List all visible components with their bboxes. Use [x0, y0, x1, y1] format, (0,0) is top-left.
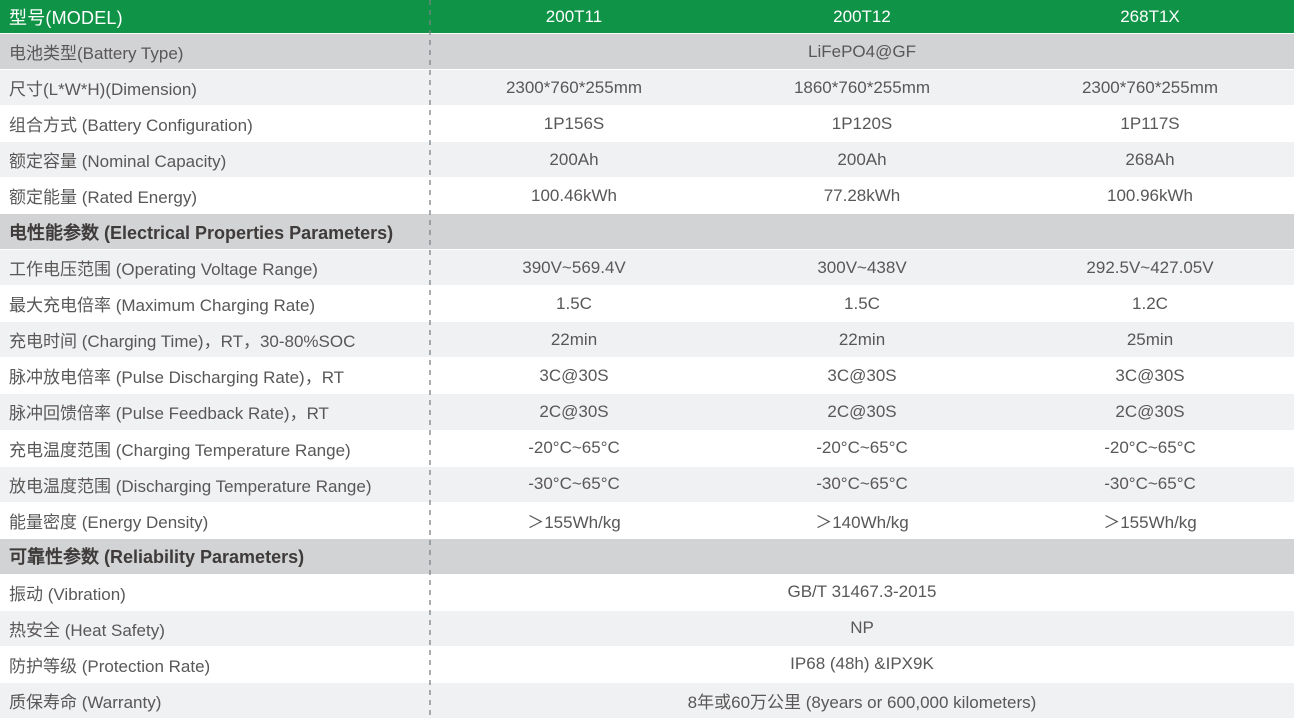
- row-value: 1.5C: [556, 293, 592, 313]
- row-value: 77.28kWh: [823, 185, 901, 205]
- section-header-row: 可靠性参数 (Reliability Parameters): [0, 537, 1294, 574]
- table-row: 额定能量 (Rated Energy) 100.46kWh 77.28kWh 100.…: [0, 177, 1294, 214]
- row-value: 292.5V~427.05V: [1086, 257, 1214, 277]
- row-value-span: NP: [850, 618, 874, 638]
- row-label: 防护等级 (Protection Rate): [9, 656, 211, 676]
- table-row: 充电时间 (Charging Time)，RT，30-80%SOC 22min 22…: [0, 321, 1294, 358]
- row-value: 300V~438V: [817, 257, 907, 277]
- row-label: 充电时间 (Charging Time)，RT，30-80%SOC: [9, 332, 356, 352]
- section-title: 可靠性参数 (Reliability Parameters): [9, 547, 305, 568]
- row-value: -30°C~65°C: [816, 474, 908, 494]
- row-value: -20°C~65°C: [528, 438, 620, 458]
- row-value: 1P120S: [831, 113, 893, 133]
- row-label: 质保寿命 (Warranty): [9, 692, 162, 712]
- row-value: 22min: [838, 329, 886, 349]
- table-row: 能量密度 (Energy Density) ＞155Wh/kg ＞140Wh/kg ＞…: [0, 501, 1294, 538]
- row-label: 组合方式 (Battery Configuration): [9, 116, 253, 136]
- row-value: 1860*760*255mm: [793, 77, 931, 97]
- spec-table-body: 电池类型(Battery Type) LiFePO4@GF 尺寸(L*W*H)(Di…: [0, 33, 1294, 718]
- row-value: 1.5C: [844, 293, 880, 313]
- row-value: 2C@30S: [539, 401, 609, 421]
- row-value: 390V~569.4V: [522, 257, 626, 277]
- row-value: 200Ah: [837, 149, 887, 169]
- table-row: 热安全 (Heat Safety) NP: [0, 609, 1294, 646]
- row-value: 268Ah: [1125, 149, 1175, 169]
- model-column-header-1: 200T11: [545, 6, 603, 26]
- row-value: 2300*760*255mm: [505, 77, 643, 97]
- table-row: 最大充电倍率 (Maximum Charging Rate) 1.5C 1.5C 1.…: [0, 285, 1294, 322]
- row-value: ＞155Wh/kg: [527, 512, 621, 532]
- model-column-header-2: 200T12: [833, 6, 891, 26]
- row-label: 工作电压范围 (Operating Voltage Range): [9, 260, 318, 280]
- table-row: 防护等级 (Protection Rate) IP68 (48h) &IPX9K: [0, 645, 1294, 682]
- row-value: 2300*760*255mm: [1081, 77, 1219, 97]
- model-header-label: 型号(MODEL): [9, 7, 123, 28]
- row-value: ＞140Wh/kg: [815, 512, 909, 532]
- row-label: 能量密度 (Energy Density): [9, 512, 209, 532]
- row-value: 3C@30S: [1115, 365, 1185, 385]
- section-title: 电性能参数 (Electrical Properties Parameters): [9, 222, 394, 243]
- row-label: 尺寸(L*W*H)(Dimension): [9, 80, 197, 100]
- table-row: 放电温度范围 (Discharging Temperature Range) -3…: [0, 465, 1294, 502]
- row-value: 200Ah: [549, 149, 599, 169]
- table-row: 质保寿命 (Warranty) 8年或60万公里 (8years or 600,0…: [0, 681, 1294, 718]
- table-row: 尺寸(L*W*H)(Dimension) 2300*760*255mm 1860*7…: [0, 69, 1294, 106]
- row-value-span: IP68 (48h) &IPX9K: [790, 654, 934, 674]
- row-label: 脉冲放电倍率 (Pulse Discharging Rate)，RT: [9, 368, 345, 388]
- row-value: -20°C~65°C: [816, 438, 908, 458]
- row-value-span: 8年或60万公里 (8years or 600,000 kilometers): [687, 692, 1037, 712]
- table-row: 充电温度范围 (Charging Temperature Range) -20°C…: [0, 429, 1294, 466]
- table-row: 脉冲回馈倍率 (Pulse Feedback Rate)，RT 2C@30S 2C@…: [0, 393, 1294, 430]
- row-value: 100.96kWh: [1107, 185, 1193, 205]
- row-label: 放电温度范围 (Discharging Temperature Range): [9, 476, 372, 496]
- row-label: 振动 (Vibration): [9, 584, 126, 604]
- row-value: 25min: [1126, 329, 1174, 349]
- row-value: -20°C~65°C: [1104, 438, 1196, 458]
- table-row: 脉冲放电倍率 (Pulse Discharging Rate)，RT 3C@30S…: [0, 357, 1294, 394]
- model-column-header-3: 268T1X: [1120, 6, 1180, 26]
- row-value: -30°C~65°C: [1104, 474, 1196, 494]
- row-value: 1P156S: [543, 113, 605, 133]
- table-row: 组合方式 (Battery Configuration) 1P156S 1P120S…: [0, 105, 1294, 142]
- row-value: 2C@30S: [1115, 401, 1185, 421]
- row-label: 脉冲回馈倍率 (Pulse Feedback Rate)，RT: [9, 404, 329, 424]
- row-value-span: LiFePO4@GF: [808, 41, 916, 61]
- table-row: 额定容量 (Nominal Capacity) 200Ah 200Ah 268Ah: [0, 141, 1294, 178]
- row-value-span: GB/T 31467.3-2015: [787, 582, 937, 602]
- row-value: 22min: [550, 329, 598, 349]
- table-row: 工作电压范围 (Operating Voltage Range) 390V~569…: [0, 249, 1294, 286]
- row-label: 充电温度范围 (Charging Temperature Range): [9, 440, 351, 460]
- table-row: 振动 (Vibration) GB/T 31467.3-2015: [0, 573, 1294, 610]
- row-value: -30°C~65°C: [528, 474, 620, 494]
- row-value: 3C@30S: [827, 365, 897, 385]
- row-label: 电池类型(Battery Type): [9, 44, 184, 64]
- table-header-row: 型号(MODEL) 200T11 200T12 268T1X: [0, 0, 1294, 33]
- row-value: ＞155Wh/kg: [1103, 512, 1197, 532]
- row-label: 热安全 (Heat Safety): [9, 620, 165, 640]
- section-header-row: 电性能参数 (Electrical Properties Parameters): [0, 213, 1294, 250]
- row-label: 额定容量 (Nominal Capacity): [9, 152, 227, 172]
- table-row: 电池类型(Battery Type) LiFePO4@GF: [0, 33, 1294, 70]
- row-value: 1P117S: [1120, 113, 1180, 133]
- row-label: 额定能量 (Rated Energy): [9, 188, 197, 208]
- row-label: 最大充电倍率 (Maximum Charging Rate): [9, 296, 316, 316]
- row-value: 2C@30S: [827, 401, 897, 421]
- row-value: 3C@30S: [539, 365, 609, 385]
- row-value: 100.46kWh: [531, 185, 617, 205]
- row-value: 1.2C: [1132, 293, 1168, 313]
